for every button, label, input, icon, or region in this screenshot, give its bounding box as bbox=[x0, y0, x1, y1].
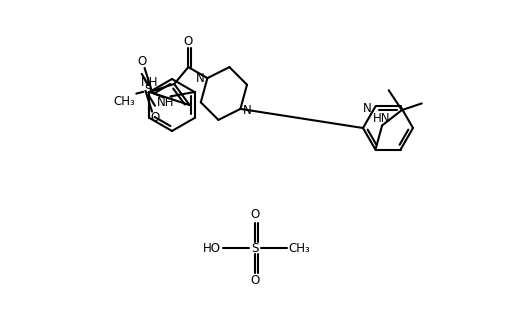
Text: N: N bbox=[196, 72, 205, 85]
Text: N: N bbox=[243, 105, 252, 117]
Text: O: O bbox=[137, 55, 146, 69]
Text: HO: HO bbox=[203, 242, 221, 254]
Text: CH₃: CH₃ bbox=[114, 95, 135, 108]
Text: CH₃: CH₃ bbox=[288, 242, 310, 254]
Text: S: S bbox=[145, 83, 152, 96]
Text: N: N bbox=[363, 102, 372, 115]
Text: O: O bbox=[184, 35, 193, 48]
Text: S: S bbox=[251, 242, 259, 254]
Text: NH: NH bbox=[141, 76, 158, 90]
Text: O: O bbox=[150, 111, 159, 124]
Text: O: O bbox=[250, 275, 260, 288]
Text: O: O bbox=[250, 208, 260, 222]
Text: HN: HN bbox=[373, 112, 391, 125]
Text: NH: NH bbox=[157, 96, 174, 109]
